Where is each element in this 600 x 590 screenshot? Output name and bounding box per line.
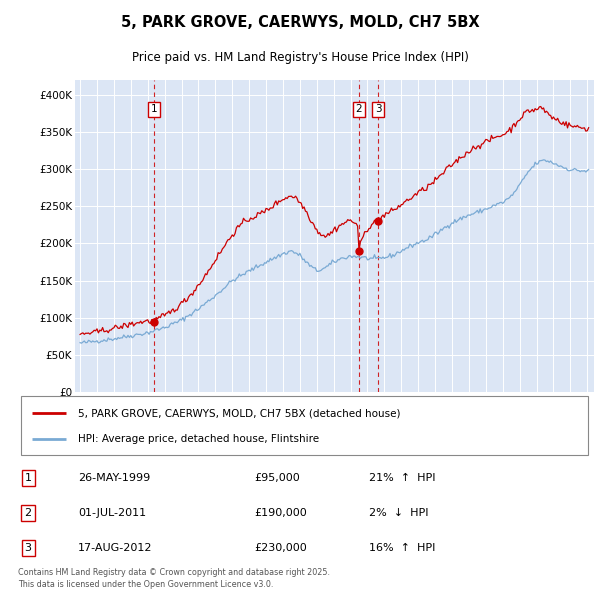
Text: 21%  ↑  HPI: 21% ↑ HPI <box>369 473 436 483</box>
Text: Contains HM Land Registry data © Crown copyright and database right 2025.: Contains HM Land Registry data © Crown c… <box>18 568 330 576</box>
Text: Price paid vs. HM Land Registry's House Price Index (HPI): Price paid vs. HM Land Registry's House … <box>131 51 469 64</box>
Text: 16%  ↑  HPI: 16% ↑ HPI <box>369 543 436 553</box>
Text: 3: 3 <box>25 543 32 553</box>
Text: 1: 1 <box>151 104 157 114</box>
Text: £190,000: £190,000 <box>254 508 307 518</box>
Text: This data is licensed under the Open Government Licence v3.0.: This data is licensed under the Open Gov… <box>18 580 273 589</box>
Text: 2: 2 <box>25 508 32 518</box>
Text: 2%  ↓  HPI: 2% ↓ HPI <box>369 508 428 518</box>
Text: 26-MAY-1999: 26-MAY-1999 <box>78 473 151 483</box>
Text: 17-AUG-2012: 17-AUG-2012 <box>78 543 153 553</box>
Text: HPI: Average price, detached house, Flintshire: HPI: Average price, detached house, Flin… <box>78 434 319 444</box>
Text: 2: 2 <box>356 104 362 114</box>
Text: 3: 3 <box>375 104 382 114</box>
Text: £230,000: £230,000 <box>254 543 307 553</box>
Text: 5, PARK GROVE, CAERWYS, MOLD, CH7 5BX (detached house): 5, PARK GROVE, CAERWYS, MOLD, CH7 5BX (d… <box>78 408 400 418</box>
Text: 01-JUL-2011: 01-JUL-2011 <box>78 508 146 518</box>
Text: 1: 1 <box>25 473 32 483</box>
Text: £95,000: £95,000 <box>254 473 299 483</box>
Text: 5, PARK GROVE, CAERWYS, MOLD, CH7 5BX: 5, PARK GROVE, CAERWYS, MOLD, CH7 5BX <box>121 15 479 30</box>
